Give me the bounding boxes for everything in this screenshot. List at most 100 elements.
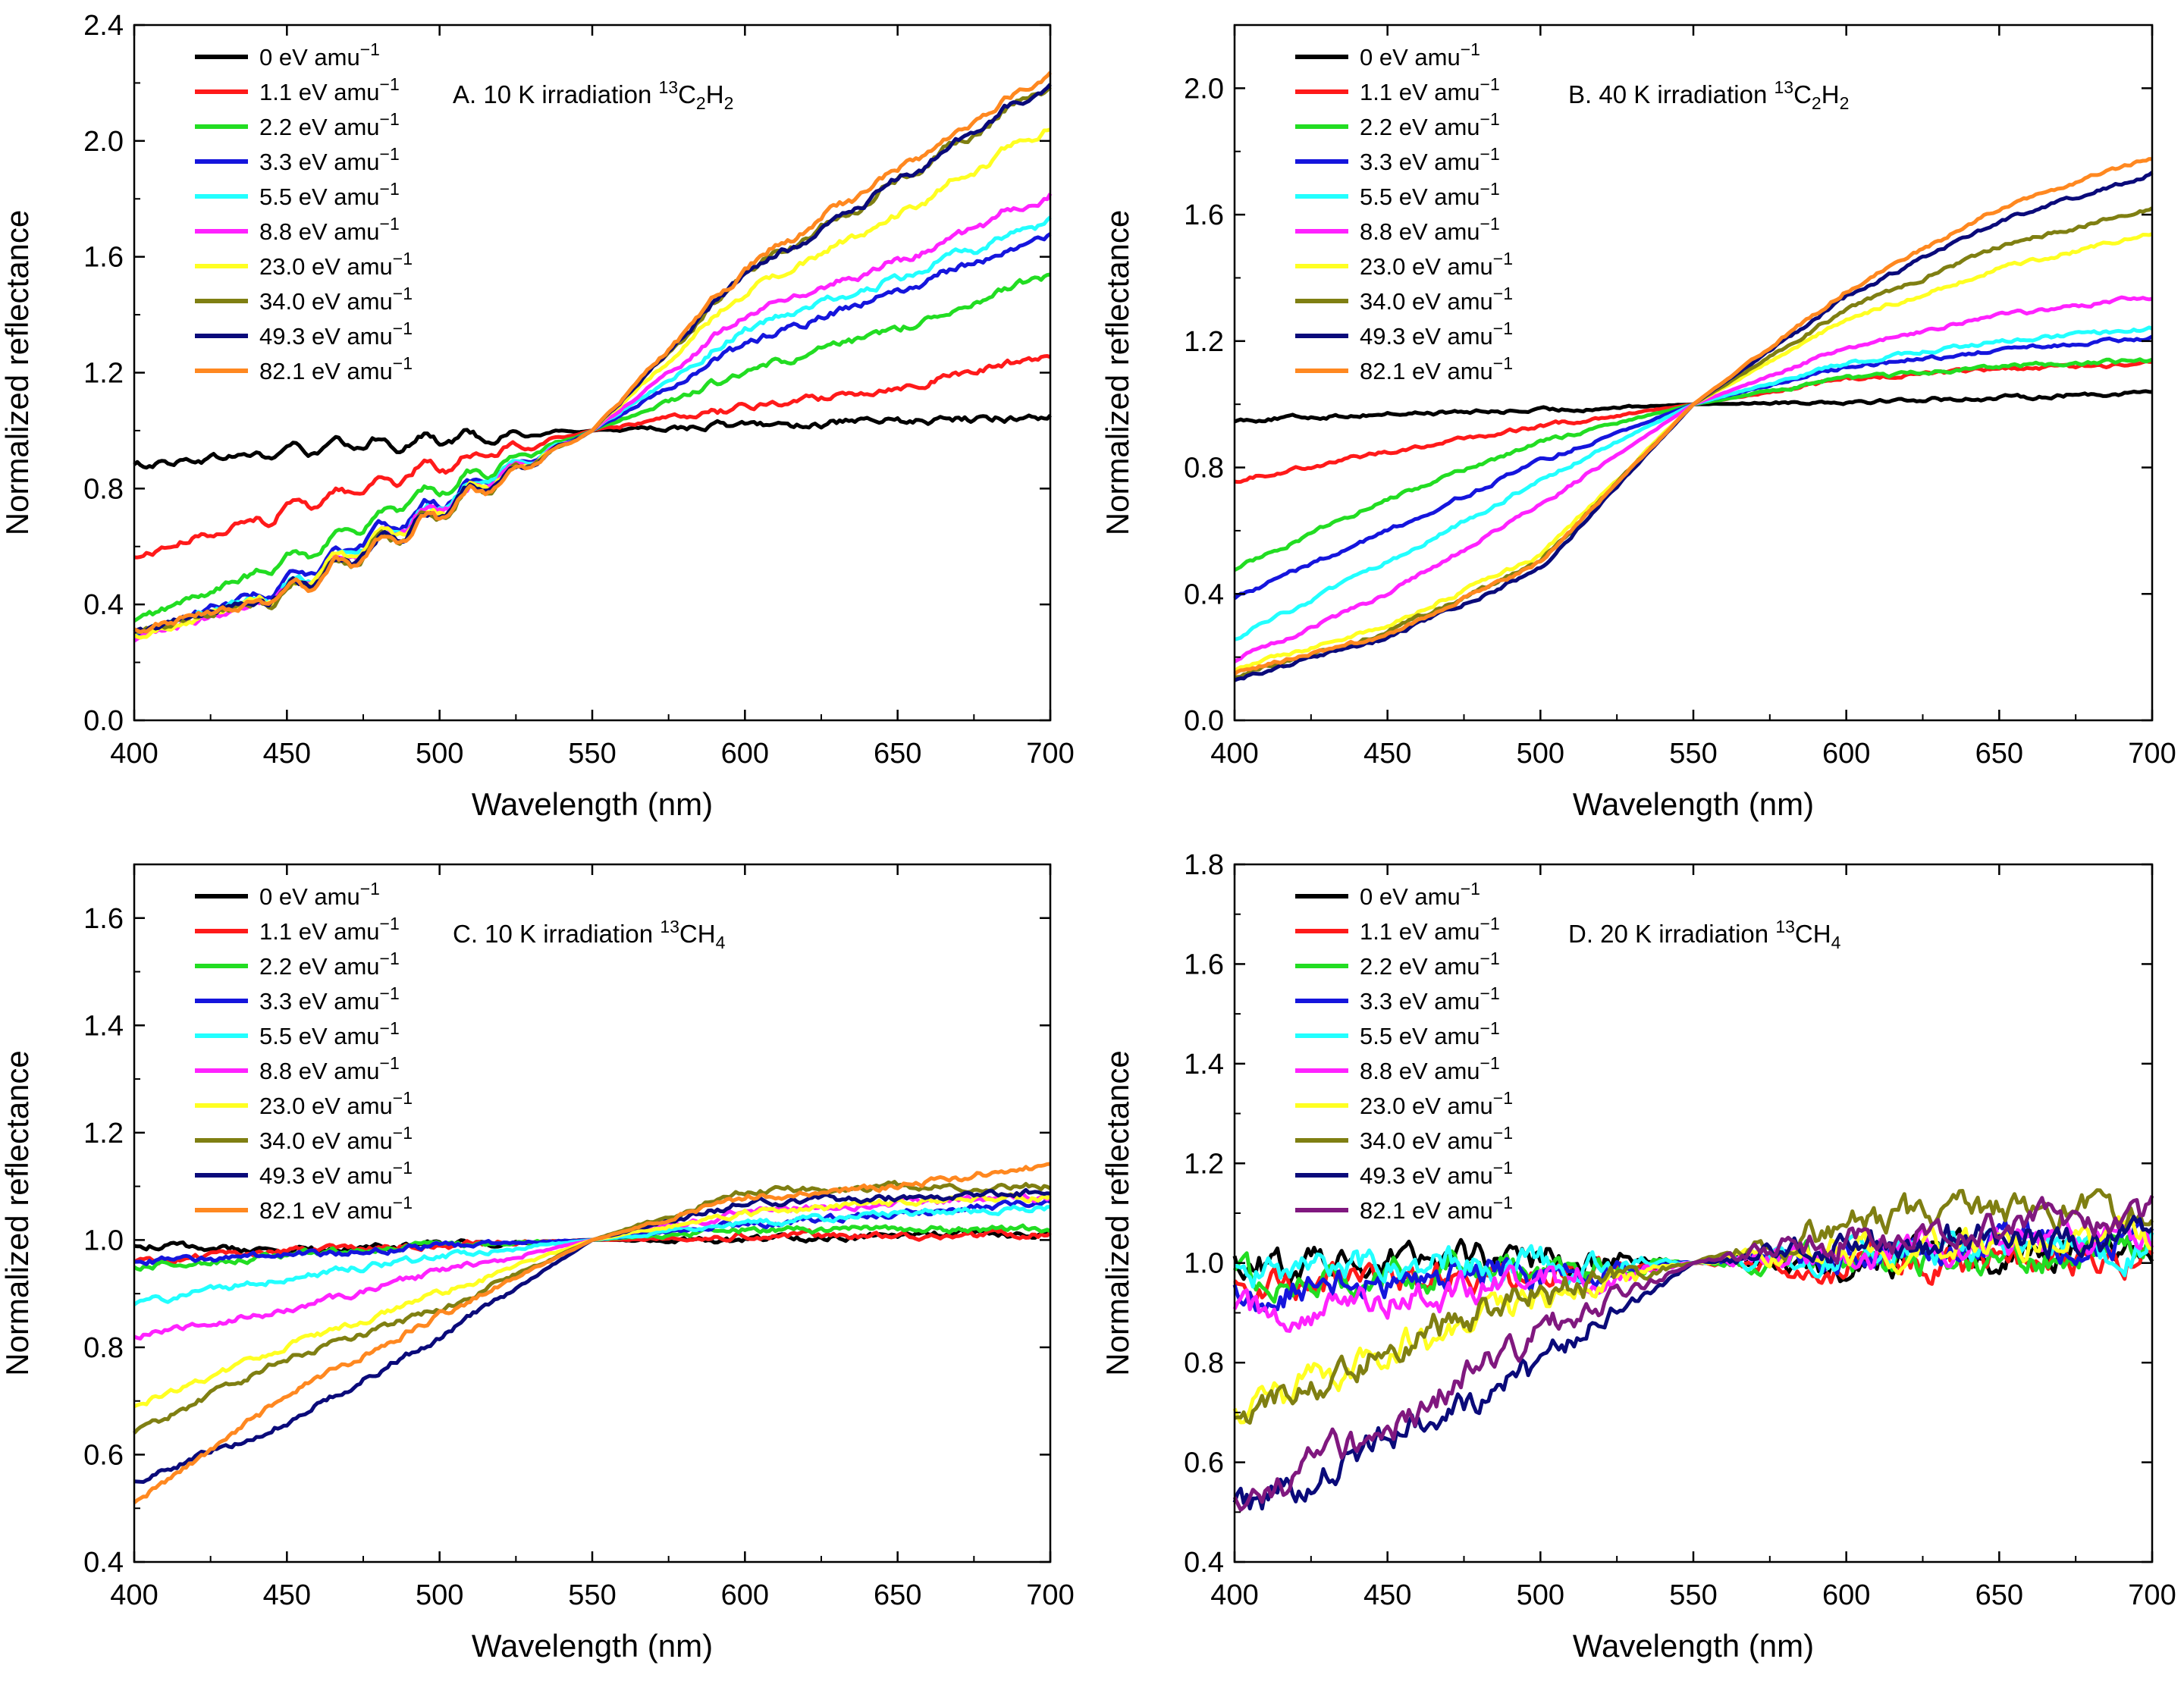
series-line-23_0 [133,1192,1052,1409]
y-axis-title: Normalized reflectance [0,210,35,536]
y-tick-label: 0.8 [83,473,124,505]
chart-panel-C: 400 450 500 550 600 650 700 0.4 0.6 0.8 1.0 1.2 1.4 1… [0,863,1075,1664]
legend-label: 3.3 eV amu−1 [259,983,400,1015]
legend-label: 8.8 eV amu−1 [259,214,400,245]
y-tick-label: 0.4 [83,1547,124,1579]
y-axis-title: Normalized reflectance [1100,1050,1135,1376]
x-axis-title: Wavelength (nm) [1573,786,1814,822]
legend-label: 49.3 eV amu−1 [1360,318,1513,350]
y-tick-label: 1.0 [83,1225,124,1256]
x-tick-label: 700 [1026,738,1074,770]
chart-panel-A: 400 450 500 550 600 650 700 0.0 0.4 0.8 1.2 1.6 2.0 2… [0,10,1075,822]
series-line-82_1 [133,1162,1051,1504]
legend-label: 0 eV amu−1 [259,39,380,71]
y-tick-label: 1.4 [1184,1049,1224,1080]
legend-label: 23.0 eV amu−1 [1360,249,1513,280]
x-tick-label: 650 [874,1579,921,1611]
legend-label: 3.3 eV amu−1 [1360,144,1500,175]
x-tick-label: 500 [416,738,463,770]
x-tick-label: 650 [1975,738,2023,770]
y-tick-label: 1.2 [83,358,124,390]
x-tick-label: 500 [1517,738,1564,770]
legend: 0 eV amu−1 1.1 eV amu−1 2.2 eV amu−13.3 eV… [1295,879,1513,1224]
x-tick-label: 450 [263,1579,311,1611]
legend-label: 2.2 eV amu−1 [259,109,400,140]
y-tick-label: 0.0 [1184,705,1224,737]
x-tick-label: 400 [1210,738,1258,770]
y-tick-label: 1.6 [1184,199,1224,231]
x-tick-label: 700 [1026,1579,1074,1611]
y-tick-label: 0.0 [83,705,124,737]
legend-label: 82.1 eV amu−1 [259,1193,413,1224]
chart-panel-D: 400 450 500 550 600 650 700 0.4 0.6 0.8 1.0 1.2 1.4 1… [1100,849,2176,1664]
x-tick-label: 550 [568,738,616,770]
legend-label: 1.1 eV amu−1 [1360,914,1500,945]
y-tick-label: 2.0 [1184,73,1224,105]
legend-label: 5.5 eV amu−1 [259,1018,400,1049]
y-tick-label: 1.8 [1184,849,1224,881]
legend-label: 34.0 eV amu−1 [259,284,413,315]
y-tick-label: 0.6 [83,1439,124,1471]
chart-panel-B: 400 450 500 550 600 650 700 0.0 0.4 0.8 1.2 1.6 2.0 W… [1100,24,2176,822]
y-tick-label: 1.2 [1184,326,1224,358]
panel-title: C. 10 K irradiation 13CH4 [453,917,726,952]
legend-label: 23.0 eV amu−1 [259,249,413,280]
legend-label: 34.0 eV amu−1 [1360,1123,1513,1154]
legend-label: 2.2 eV amu−1 [1360,949,1500,980]
x-axis-title: Wavelength (nm) [472,1628,713,1664]
legend-label: 1.1 eV amu−1 [259,74,400,105]
y-tick-label: 1.2 [1184,1148,1224,1180]
legend-label: 49.3 eV amu−1 [1360,1158,1513,1189]
x-tick-label: 550 [1669,738,1717,770]
series-line-82_1 [1232,1195,2154,1512]
x-tick-label: 600 [1822,1579,1870,1611]
x-tick-label: 600 [721,1579,769,1611]
y-tick-label: 1.0 [1184,1248,1224,1280]
series-line-8_8 [1233,295,2153,663]
panel-title: D. 20 K irradiation 13CH4 [1568,917,1841,952]
series-line-49_3 [1234,171,2154,682]
legend-label: 49.3 eV amu−1 [259,318,413,350]
legend-label: 8.8 eV amu−1 [1360,1053,1500,1084]
x-tick-label: 600 [721,738,769,770]
x-tick-label: 700 [2128,1579,2176,1611]
series-group [1233,157,2154,682]
series-group [133,71,1053,643]
y-axis-title: Normalized reflectance [1100,210,1135,536]
panel-title: A. 10 K irradiation 13C2H2 [453,77,733,113]
legend-label: 5.5 eV amu−1 [1360,1018,1500,1049]
panel-title: B. 40 K irradiation 13C2H2 [1568,77,1849,113]
legend-label: 1.1 eV amu−1 [259,914,400,945]
legend-label: 23.0 eV amu−1 [259,1088,413,1119]
y-tick-label: 1.6 [83,903,124,935]
x-tick-label: 450 [1363,738,1411,770]
legend-label: 82.1 eV amu−1 [1360,1193,1513,1224]
legend-label: 3.3 eV amu−1 [1360,983,1500,1015]
y-tick-label: 0.8 [1184,1347,1224,1379]
series-line-0 [133,413,1052,470]
y-tick-label: 0.4 [83,589,124,621]
x-tick-label: 600 [1822,738,1870,770]
x-tick-label: 650 [874,738,921,770]
y-tick-label: 1.6 [1184,949,1224,980]
legend-label: 0 eV amu−1 [1360,39,1480,71]
x-tick-label: 500 [416,1579,463,1611]
legend-label: 49.3 eV amu−1 [259,1158,413,1189]
legend-label: 1.1 eV amu−1 [1360,74,1500,105]
series-line-82_1 [133,71,1052,635]
y-tick-label: 0.4 [1184,1547,1224,1579]
legend-label: 2.2 eV amu−1 [259,949,400,980]
legend-label: 5.5 eV amu−1 [259,179,400,210]
y-tick-label: 0.8 [83,1332,124,1364]
legend-label: 3.3 eV amu−1 [259,144,400,175]
x-axis-title: Wavelength (nm) [472,786,713,822]
x-axis-title: Wavelength (nm) [1573,1628,1814,1664]
x-tick-label: 400 [110,738,158,770]
y-tick-label: 0.6 [1184,1447,1224,1479]
legend: 0 eV amu−1 1.1 eV amu−1 2.2 eV amu−13.3 eV… [195,879,413,1224]
legend-label: 82.1 eV amu−1 [1360,353,1513,384]
y-tick-label: 1.2 [83,1118,124,1149]
legend-label: 2.2 eV amu−1 [1360,109,1500,140]
series-group [133,1162,1052,1504]
